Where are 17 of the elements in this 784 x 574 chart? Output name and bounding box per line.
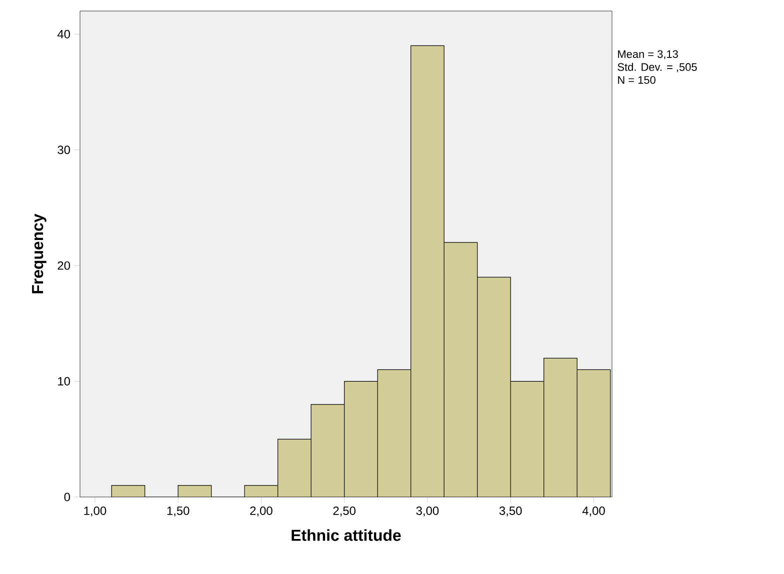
x-tick-label: 3,50: [499, 506, 522, 516]
x-tick-label: 2,50: [333, 506, 356, 516]
y-tick-label: 0: [64, 492, 70, 502]
x-axis-title: Ethnic attitude: [292, 529, 401, 541]
x-tick-label: 1,00: [84, 506, 106, 516]
y-tick-label: 10: [58, 377, 70, 386]
x-tick-label: 2,00: [250, 506, 272, 516]
y-axis-title: Frequency: [32, 214, 46, 294]
text: N = 150: [618, 76, 656, 84]
y-tick-label: 40: [57, 30, 70, 38]
x-tick-label: 1,50: [167, 506, 190, 516]
text: Mean = 3,13: [618, 50, 678, 60]
x-tick-label: 3,00: [416, 506, 439, 516]
text: Std. Dev. = ,505: [618, 62, 697, 72]
x-tick-label: 4,00: [582, 506, 605, 516]
y-tick-label: 20: [58, 261, 70, 270]
y-tick-label: 30: [58, 146, 70, 154]
